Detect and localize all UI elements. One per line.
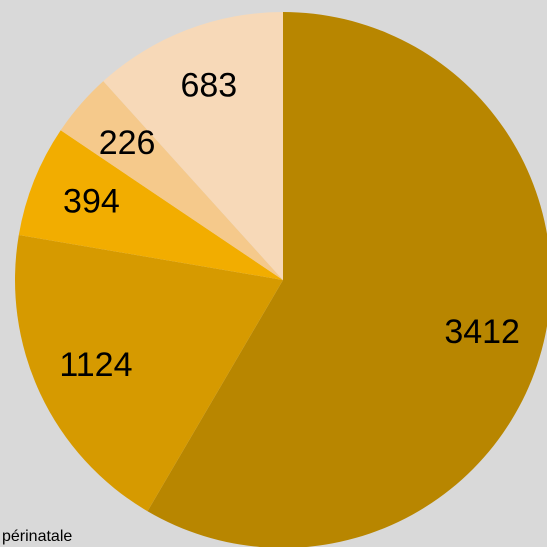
pie xyxy=(14,11,547,547)
data-label: 394 xyxy=(63,182,120,220)
pie-slice xyxy=(103,11,283,280)
data-label: 226 xyxy=(99,124,156,162)
annotation: périnatale xyxy=(2,528,72,545)
pie-slice xyxy=(147,12,547,547)
data-label: 3412 xyxy=(444,313,520,351)
pie-slice xyxy=(60,81,283,281)
pie-slice xyxy=(14,235,283,512)
data-label: 683 xyxy=(180,66,237,104)
data-label: 1124 xyxy=(59,346,132,384)
pie-slice xyxy=(18,130,283,280)
